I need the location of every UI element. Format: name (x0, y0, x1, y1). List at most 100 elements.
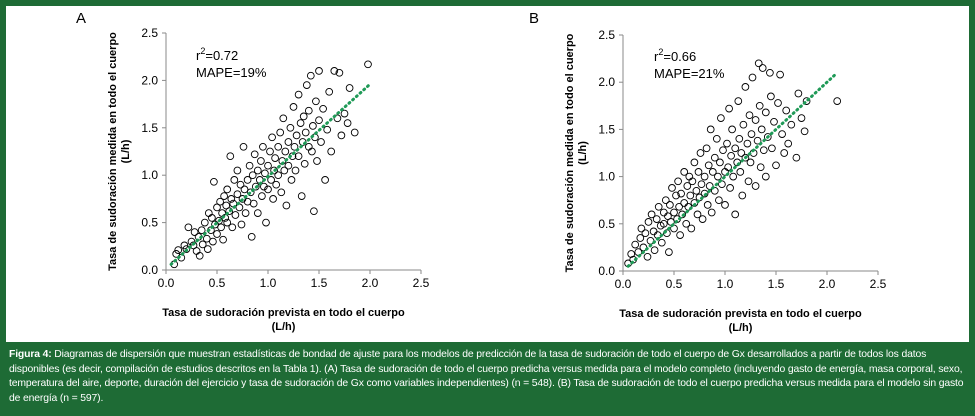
data-point (239, 142, 248, 151)
data-point (240, 185, 249, 194)
data-point (647, 210, 656, 219)
data-point (340, 109, 349, 118)
data-point (751, 182, 760, 190)
data-point (274, 171, 283, 180)
data-point (774, 99, 782, 107)
x-tick-label: 1.5 (768, 277, 785, 291)
data-point (243, 176, 252, 184)
chart-B: B 0.0 0.5 1.0 1.5 2.0 2.5 0.0 0.5 1.0 1.5 2.0 2.5 Tas… (529, 10, 887, 334)
data-point (741, 83, 750, 91)
data-point (698, 215, 707, 223)
data-point (277, 188, 286, 197)
x-tick-label: 1.5 (311, 276, 328, 290)
x-tick-label: 2.5 (413, 276, 430, 290)
caption-text: Diagramas de dispersión que muestran est… (9, 349, 964, 404)
data-point (227, 195, 236, 203)
data-point (248, 171, 257, 180)
panel-label: B (529, 10, 539, 27)
x-tick-label: 0.5 (666, 277, 683, 291)
data-point (317, 138, 325, 146)
data-point (776, 70, 784, 79)
data-point (294, 90, 303, 99)
data-point (715, 196, 723, 205)
data-point (710, 186, 719, 195)
data-point (187, 237, 196, 246)
points-group (170, 60, 372, 269)
data-point (694, 168, 703, 176)
data-point (643, 252, 652, 261)
trendline (626, 71, 839, 268)
data-point (276, 128, 285, 137)
r2-value: =0.72 (205, 48, 238, 63)
data-point (700, 172, 709, 181)
data-point (747, 130, 756, 138)
x-axis-title: Tasa de sudoración prevista en todo el c… (619, 308, 862, 320)
y-tick-label: 0.5 (598, 217, 615, 231)
data-point (728, 125, 736, 134)
data-point (213, 203, 221, 212)
data-point (778, 130, 786, 138)
data-point (708, 168, 717, 176)
data-point (755, 101, 764, 110)
data-point (754, 59, 763, 68)
data-point (766, 68, 774, 77)
data-point (723, 139, 731, 148)
data-point (245, 161, 254, 170)
figure-panel: A 0.0 0.5 1.0 1.5 2.0 2.5 0.0 0.5 1.0 1.5 2.0 2.5 Tas… (6, 6, 969, 342)
data-point (680, 199, 689, 207)
data-point (726, 184, 734, 192)
data-point (657, 238, 666, 247)
y-axis-title: Tasa de sudoración medida en todo el cue… (107, 32, 119, 271)
data-point (761, 108, 770, 117)
data-point (672, 191, 680, 200)
data-point (209, 237, 217, 246)
data-point (195, 251, 204, 260)
data-point (693, 210, 702, 219)
data-point (309, 122, 317, 130)
data-point (315, 67, 323, 75)
data-point (745, 111, 754, 120)
data-point (654, 202, 663, 211)
data-point (264, 185, 272, 194)
data-point (724, 163, 732, 172)
data-point (247, 232, 256, 241)
data-point (174, 246, 183, 254)
data-point (688, 177, 697, 186)
data-point (308, 147, 316, 156)
data-point (327, 147, 336, 156)
data-point (333, 114, 342, 123)
data-point (266, 147, 274, 156)
data-point (343, 119, 352, 127)
data-point (733, 158, 742, 167)
data-point (310, 207, 318, 216)
data-point (184, 223, 193, 232)
data-point (680, 168, 689, 176)
data-point (287, 176, 296, 184)
r2-prefix: r (654, 49, 659, 64)
data-point (738, 191, 747, 200)
data-point (690, 158, 699, 167)
data-point (257, 157, 265, 165)
data-point (249, 199, 258, 208)
data-point (313, 157, 321, 165)
data-point (737, 149, 746, 157)
data-point (787, 120, 796, 129)
data-point (665, 248, 673, 256)
r2-superscript: 2 (658, 47, 663, 57)
data-point (345, 84, 354, 92)
data-point (251, 182, 260, 191)
data-point (260, 182, 268, 191)
data-point (180, 241, 189, 250)
data-point (204, 209, 213, 217)
data-point (637, 224, 646, 233)
mape-annotation: MAPE=21% (654, 66, 725, 81)
data-point (772, 161, 780, 170)
data-point (241, 209, 250, 217)
data-point (649, 227, 658, 236)
data-point (717, 114, 725, 122)
data-point (743, 139, 752, 148)
chart-A: A 0.0 0.5 1.0 1.5 2.0 2.5 0.0 0.5 1.0 1.5 2.0 2.5 Tas… (76, 10, 430, 333)
data-point (217, 223, 225, 232)
data-point (685, 172, 694, 181)
scatter-plots: A 0.0 0.5 1.0 1.5 2.0 2.5 0.0 0.5 1.0 1.5 2.0 2.5 Tas… (76, 10, 887, 334)
